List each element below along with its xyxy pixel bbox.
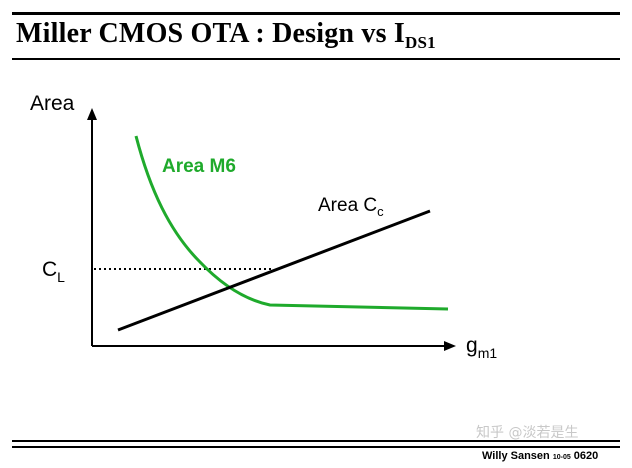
watermark: 知乎 @淡若是生: [476, 425, 579, 441]
x-axis-label: gm1: [466, 334, 497, 361]
footer: Willy Sansen 10-05 0620: [482, 450, 598, 462]
y-axis-arrow: [87, 108, 97, 120]
x-axis-arrow: [444, 341, 456, 351]
title-underline: [12, 58, 620, 60]
area-cc-line: [117, 209, 431, 332]
top-rule: [12, 12, 620, 15]
slide-title: Miller CMOS OTA : Design vs IDS1: [16, 18, 436, 52]
area-m6-label: Area M6: [162, 156, 236, 177]
area-cc-label: Area Cc: [318, 195, 384, 219]
footer-code: 10-05: [552, 454, 571, 461]
bottom-rule-2: [12, 446, 620, 448]
footer-page: 0620: [573, 450, 599, 462]
cl-label: CL: [42, 258, 65, 285]
y-axis-label: Area: [30, 92, 75, 115]
area-m6-curve: [134, 135, 449, 311]
footer-author: Willy Sansen: [482, 450, 550, 462]
bottom-rule-1: [12, 440, 620, 442]
